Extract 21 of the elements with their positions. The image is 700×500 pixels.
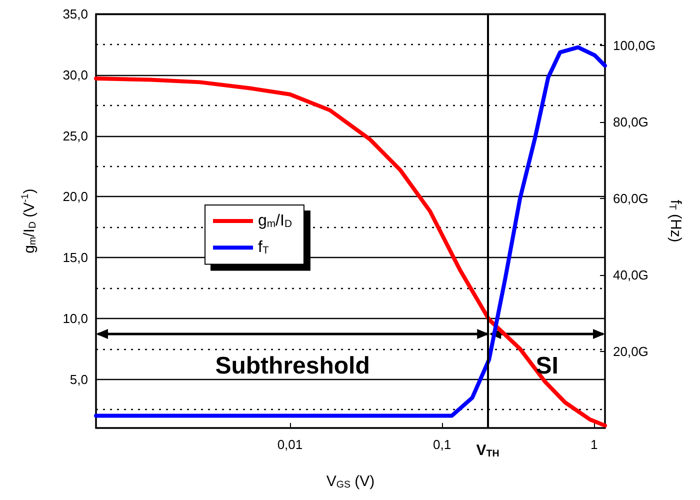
- y-tick-label: 10,0: [62, 310, 88, 326]
- y-tick-label: 5,0: [70, 372, 88, 387]
- x-tick-label: 0,01: [277, 437, 303, 452]
- x-tick-label: 1: [590, 437, 598, 452]
- x-tick-label: 0,1: [432, 437, 452, 452]
- annotation: Subthreshold: [215, 352, 370, 380]
- y-tick-label: 15,0: [62, 250, 88, 266]
- y2-tick-label: 40,0G: [613, 267, 648, 282]
- y-tick-label: 20,0: [62, 189, 88, 204]
- y2-axis-title: fT (Hz): [666, 200, 684, 242]
- y-tick-label: 35,0: [62, 6, 88, 22]
- x-axis-title: VGS (V): [326, 472, 375, 490]
- y2-tick-label: 100,0G: [613, 38, 656, 53]
- y2-tick-label: 20,0G: [613, 344, 648, 359]
- y2-tick-label: 60,0G: [613, 190, 648, 206]
- y-tick-label: 30,0: [62, 67, 88, 82]
- ref-line-label: VTH: [476, 442, 500, 460]
- y2-tick-label: 80,0G: [613, 114, 648, 130]
- y-tick-label: 25,0: [62, 128, 88, 144]
- annotation: SI: [536, 352, 558, 380]
- y-axis-title: gm/ID (V-1): [20, 188, 38, 254]
